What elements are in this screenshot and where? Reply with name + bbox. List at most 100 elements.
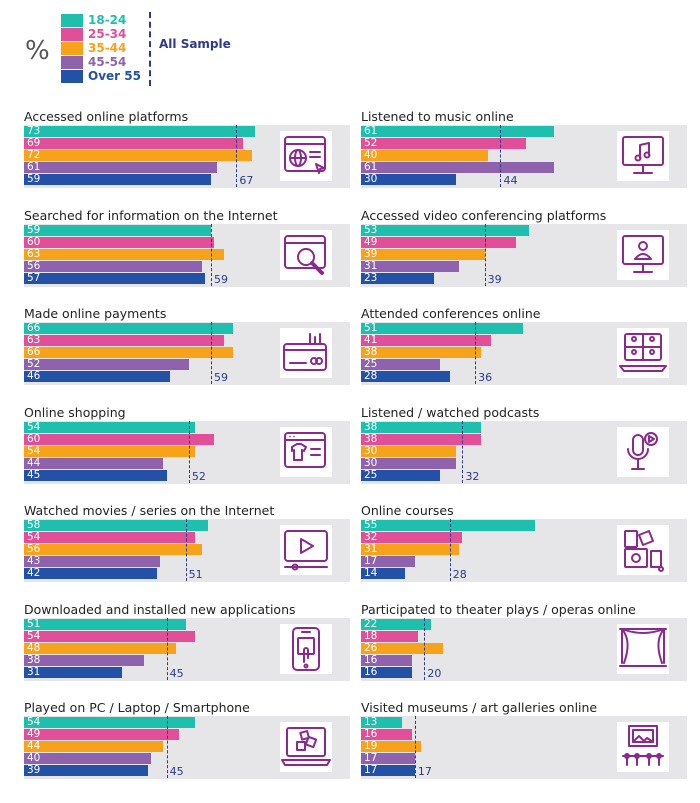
- bar-35-44: 54: [24, 444, 196, 457]
- bar-value-label: 55: [364, 519, 378, 531]
- bar-value-label: 38: [364, 432, 378, 445]
- average-line: [166, 716, 168, 778]
- bar-value-label: 38: [364, 420, 378, 433]
- bar-18-24: 59: [24, 223, 212, 236]
- bar-45-54: 16: [361, 654, 412, 666]
- bar-value-label: 58: [27, 519, 41, 531]
- bar-value-label: 28: [364, 370, 378, 382]
- legend-swatch-35-44: [61, 42, 83, 55]
- bar-18-24: 13: [361, 716, 403, 728]
- bar-value-label: 73: [27, 125, 41, 137]
- chart-panel-5: Attended conferences online 51 41 38 25 28 36: [361, 306, 687, 392]
- bar-value-label: 66: [27, 346, 41, 358]
- chart-title: Watched movies / series on the Internet: [24, 503, 275, 518]
- bar-value-label: 14: [364, 567, 378, 579]
- bar-18-24: 53: [361, 223, 529, 236]
- bar-value-label: 54: [27, 531, 41, 543]
- average-line: [414, 716, 416, 778]
- bar-18-24: 61: [361, 126, 555, 137]
- monitor-person-icon: [617, 229, 669, 280]
- chart-title: Downloaded and installed new application…: [24, 601, 296, 617]
- legend-swatch-18-24: [61, 14, 83, 27]
- bar-25-34: 54: [24, 630, 196, 642]
- bar-value-label: 53: [364, 223, 378, 236]
- bar-value-label: 30: [364, 456, 378, 469]
- chart-title: Online courses: [361, 503, 454, 518]
- bar-45-54: 30: [361, 456, 457, 469]
- average-line: [475, 322, 477, 384]
- chart-panel-11: Participated to theater plays / operas o…: [361, 602, 687, 688]
- chart-title: Visited museums / art galleries online: [361, 700, 598, 715]
- bar-over-55: 23: [361, 272, 434, 284]
- legend: % 18-24 25-34 35-44 45-54 Over 55 All Sa…: [18, 12, 278, 92]
- average-line: [500, 125, 502, 187]
- bar-value-label: 59: [27, 173, 41, 185]
- bar-value-label: 59: [27, 223, 41, 236]
- bar-35-44: 48: [24, 642, 177, 654]
- shop-window-shirt-icon: [280, 426, 332, 477]
- bar-value-label: 40: [27, 752, 41, 764]
- bar-value-label: 13: [364, 716, 378, 728]
- bar-35-44: 19: [361, 741, 422, 752]
- bar-25-34: 32: [361, 532, 463, 543]
- average-line: [236, 125, 238, 187]
- average-line: [185, 519, 187, 581]
- average-line: [424, 617, 426, 680]
- bar-45-54: 52: [24, 359, 189, 370]
- average-value-label: 59: [214, 272, 229, 286]
- bar-45-54: 25: [361, 359, 441, 370]
- card-payment-icon: [280, 328, 332, 378]
- chart-title: Attended conferences online: [361, 306, 541, 321]
- bar-value-label: 49: [364, 235, 378, 248]
- average-value-label: 36: [478, 371, 493, 384]
- bar-value-label: 30: [364, 173, 378, 185]
- legend-label-25-34: 25-34: [88, 27, 127, 41]
- average-value-label: 39: [487, 272, 502, 286]
- bar-value-label: 61: [27, 161, 41, 173]
- bar-18-24: 51: [361, 323, 523, 334]
- bar-value-label: 41: [364, 334, 378, 346]
- bar-25-34: 52: [361, 138, 526, 149]
- bar-35-44: 31: [361, 544, 460, 555]
- average-value-label: 32: [465, 469, 480, 483]
- bar-45-54: 31: [361, 260, 460, 272]
- legend-label-18-24: 18-24: [88, 13, 127, 27]
- bar-35-44: 38: [361, 347, 482, 358]
- bar-25-34: 60: [24, 433, 215, 445]
- bar-value-label: 31: [27, 665, 41, 678]
- chart-panel-1: Listened to music online 61 52 40 61 30 44: [361, 109, 687, 195]
- bar-25-34: 18: [361, 630, 419, 642]
- legend-label-45-54: 45-54: [88, 55, 127, 69]
- bar-25-34: 16: [361, 729, 412, 740]
- chart-title: Searched for information on the Internet: [24, 207, 278, 223]
- chart-panel-10: Downloaded and installed new application…: [24, 602, 350, 688]
- average-line: [462, 420, 464, 483]
- bar-over-55: 17: [361, 765, 415, 776]
- bar-18-24: 58: [24, 520, 208, 531]
- bar-18-24: 73: [24, 125, 256, 137]
- bar-value-label: 56: [27, 259, 41, 272]
- bar-value-label: 60: [27, 235, 41, 248]
- bar-over-55: 45: [24, 468, 167, 481]
- average-value-label: 52: [191, 469, 206, 483]
- chart-panel-8: Watched movies / series on the Internet 5…: [24, 503, 350, 589]
- bar-value-label: 16: [364, 728, 378, 740]
- smartphone-touch-icon: [280, 623, 332, 674]
- average-line: [211, 322, 213, 384]
- bar-25-34: 41: [361, 335, 491, 346]
- bar-value-label: 61: [364, 161, 378, 173]
- bar-18-24: 38: [361, 420, 482, 433]
- bar-45-54: 17: [361, 556, 415, 567]
- bar-value-label: 54: [27, 444, 41, 457]
- video-player-icon: [280, 525, 332, 575]
- bar-value-label: 42: [27, 567, 41, 579]
- legend-average-label: All Sample: [159, 37, 231, 51]
- chart-title: Listened / watched podcasts: [361, 404, 540, 420]
- average-value-label: 17: [417, 765, 432, 778]
- magnifier-window-icon: [280, 229, 332, 280]
- chart-title: Played on PC / Laptop / Smartphone: [24, 700, 250, 715]
- laptop-game-icon: [280, 722, 332, 772]
- bar-value-label: 43: [27, 555, 41, 567]
- bar-value-label: 45: [27, 468, 41, 481]
- bar-over-55: 46: [24, 371, 170, 382]
